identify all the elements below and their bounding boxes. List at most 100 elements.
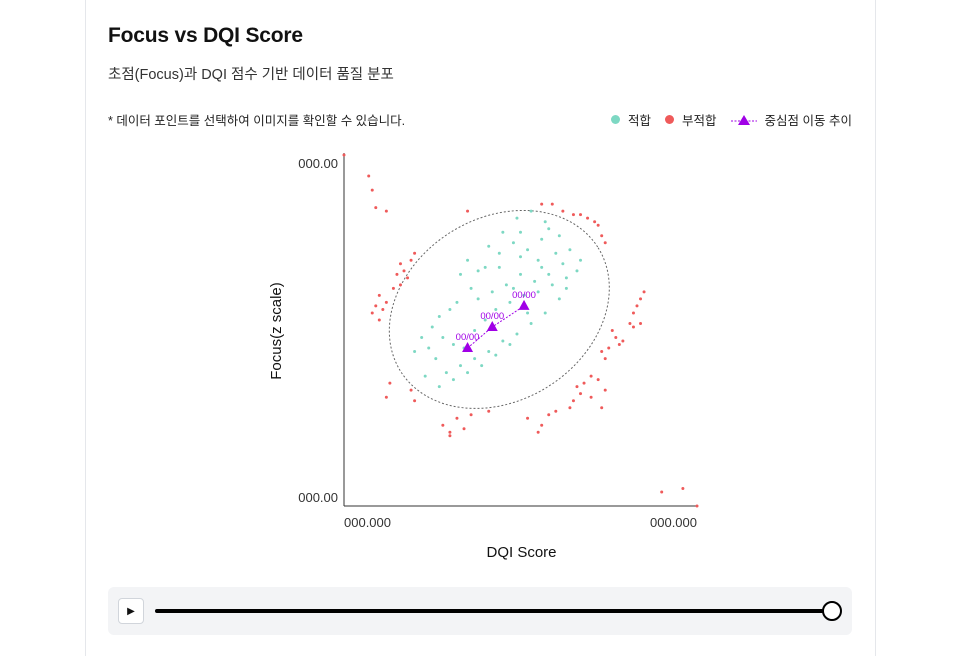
pass-data-point — [473, 329, 477, 332]
legend-label-pass: 적합 — [628, 114, 652, 128]
pass-data-point — [568, 248, 572, 252]
pass-data-point — [480, 364, 484, 368]
fail-data-point — [370, 311, 374, 315]
fail-data-point — [681, 486, 685, 490]
pass-data-point — [575, 269, 579, 273]
fail-data-point — [384, 395, 388, 399]
legend-item-fail[interactable]: 부적합 — [665, 110, 717, 129]
pass-data-point — [441, 336, 445, 340]
pass-data-point — [561, 262, 565, 266]
chart-card — [85, 0, 876, 656]
centroid-date-label: 00/00 — [512, 290, 536, 301]
selection-hint: * 데이터 포인트를 선택하여 이미지를 확인할 수 있습니다. — [108, 114, 406, 128]
pass-data-point — [455, 300, 459, 304]
chart-axes — [343, 153, 697, 507]
pass-data-point — [529, 321, 533, 325]
fail-data-point — [639, 297, 643, 301]
fail-data-point — [596, 223, 600, 227]
pass-data-point — [437, 385, 441, 389]
pass-data-point — [515, 216, 519, 220]
fail-data-point — [582, 381, 586, 385]
legend-label-centroid: 중심점 이동 추이 — [764, 114, 852, 128]
pass-data-point — [497, 251, 501, 255]
fail-data-point — [540, 423, 544, 427]
pass-data-point — [430, 325, 434, 329]
fail-data-point — [406, 276, 410, 280]
fail-data-point — [561, 209, 565, 213]
pass-data-point — [547, 272, 551, 276]
fail-data-point — [603, 388, 607, 392]
pass-data-point — [473, 357, 477, 361]
page-title: Focus vs DQI Score — [108, 24, 303, 47]
pass-data-point — [444, 371, 448, 375]
fail-data-point — [600, 406, 604, 410]
fail-data-point — [384, 300, 388, 304]
fail-data-point — [628, 321, 632, 325]
pass-data-point — [434, 357, 438, 361]
fail-data-point — [374, 206, 378, 210]
pass-data-point — [466, 258, 470, 262]
pass-data-point — [540, 265, 544, 269]
pass-data-point — [490, 290, 494, 294]
pass-data-point — [501, 230, 505, 234]
fail-data-point — [596, 378, 600, 382]
pass-data-point — [554, 251, 558, 255]
pass-data-point — [543, 311, 547, 315]
fail-data-point — [441, 423, 445, 427]
fail-data-point — [579, 392, 583, 396]
fail-data-point — [469, 413, 473, 417]
fail-data-point — [374, 304, 378, 308]
fail-data-point — [610, 329, 614, 332]
pass-data-point — [476, 297, 480, 301]
pass-data-point — [519, 255, 522, 259]
legend-item-pass[interactable]: 적합 — [611, 110, 651, 129]
timeline-thumb[interactable] — [822, 601, 842, 621]
fail-data-point — [589, 374, 593, 378]
chart-legend: 적합 부적합 중심점 이동 추이 — [611, 110, 852, 129]
fail-data-point — [600, 234, 604, 238]
fail-data-point — [631, 325, 635, 329]
pass-data-point — [526, 248, 530, 252]
pass-data-point — [533, 279, 537, 283]
legend-item-centroid[interactable]: 중심점 이동 추이 — [730, 110, 852, 129]
fail-data-point — [617, 343, 621, 347]
pass-data-point — [469, 286, 473, 290]
pass-data-point — [487, 350, 491, 354]
pass-data-point — [543, 220, 547, 224]
fail-data-point — [639, 321, 643, 325]
pass-data-point — [504, 283, 508, 287]
fail-data-point — [540, 202, 544, 206]
pass-data-point — [550, 283, 554, 287]
play-button[interactable]: ▶ — [118, 598, 144, 624]
fail-data-point — [586, 216, 590, 220]
fail-data-point — [660, 490, 664, 494]
centroid-marker — [518, 299, 530, 310]
pass-data-point — [557, 234, 561, 238]
centroid-marker — [486, 320, 498, 331]
fail-data-point — [448, 434, 452, 438]
fail-data-point — [554, 409, 558, 413]
x-tick-label-max: 000.000 — [650, 515, 697, 530]
fail-data-point — [402, 269, 406, 273]
pass-data-point — [487, 244, 491, 248]
pass-data-point — [494, 353, 498, 357]
fail-data-point — [635, 304, 639, 308]
fail-data-point — [448, 430, 452, 434]
timeline-track[interactable] — [155, 609, 831, 613]
fail-data-point — [547, 413, 551, 417]
triangle-line-icon — [730, 114, 757, 126]
y-tick-label-top: 000.00 — [298, 156, 338, 171]
fail-data-point — [571, 399, 575, 403]
fail-data-point — [579, 213, 583, 217]
fail-data-point — [370, 188, 374, 192]
distribution-ellipse — [388, 209, 610, 409]
pass-data-point — [564, 286, 568, 290]
fail-data-point — [487, 409, 491, 413]
pass-data-point — [508, 343, 512, 347]
fail-data-point — [695, 504, 699, 508]
fail-data-point — [395, 272, 399, 276]
chart-text-layer: 000.00 000.00 000.000 000.000 DQI Score Focus… — [268, 156, 697, 561]
fail-data-point — [600, 350, 604, 354]
